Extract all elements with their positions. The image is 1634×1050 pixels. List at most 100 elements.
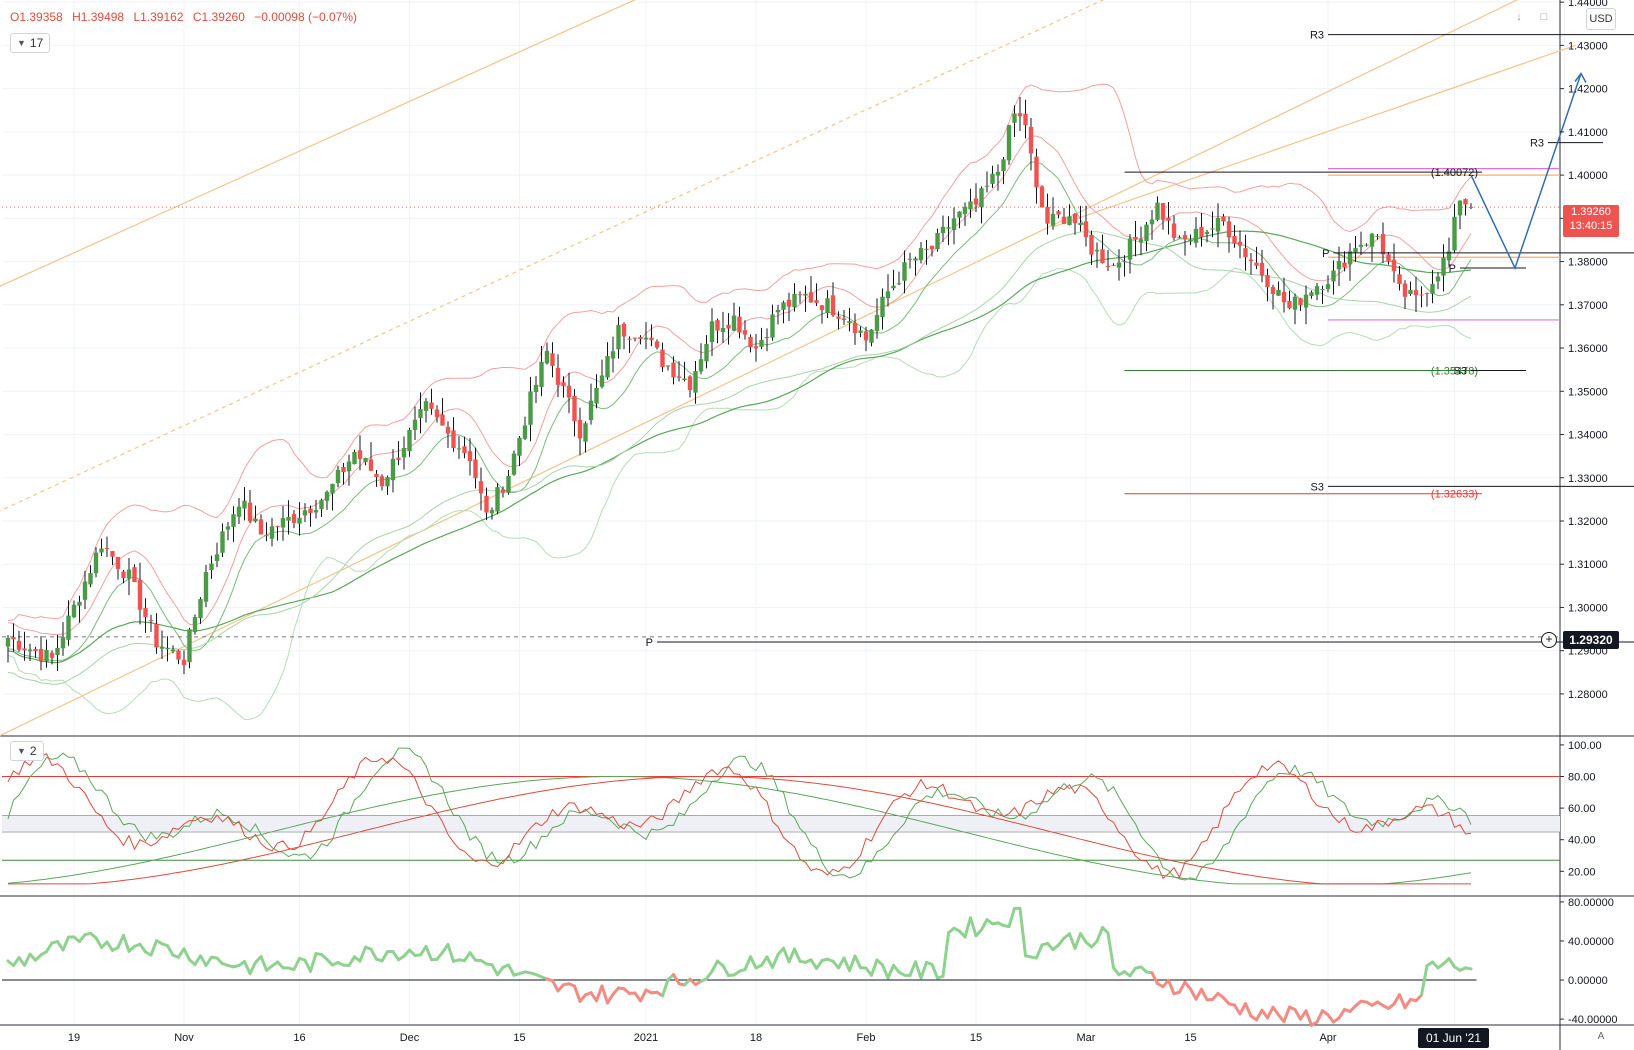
candle-body (467, 451, 473, 462)
candle-body (82, 581, 88, 600)
osc-segment (182, 947, 191, 962)
pivot-label: P (646, 637, 653, 649)
stoch-tick-label: 20.00 (1568, 866, 1596, 878)
osc-segment (1293, 1008, 1302, 1021)
candle-body (814, 300, 819, 303)
pane-badge-label: 17 (29, 36, 44, 50)
osc-segment (941, 931, 950, 978)
currency-button[interactable]: USD (1586, 8, 1616, 30)
price-tick-label: 1.28000 (1568, 689, 1608, 701)
osc-segment (122, 933, 131, 953)
pivot-label: S3 (1454, 366, 1467, 378)
candle-body (1364, 244, 1369, 246)
candle-body (1012, 113, 1017, 123)
osc-segment (1128, 966, 1137, 978)
close-value: C1.39260 (192, 10, 245, 24)
candle-body (242, 500, 247, 509)
candle-body (1408, 289, 1413, 294)
candle-body (858, 330, 863, 333)
candle-body (1210, 228, 1215, 230)
candle-body (154, 624, 159, 648)
high-value: H1.39498 (72, 10, 125, 24)
candle-body (379, 476, 385, 487)
time-axis[interactable]: 19Nov16Dec15202118Feb15Mar15Apr19 (68, 1032, 1461, 1044)
osc-segment (1095, 926, 1104, 943)
candle-body (1061, 216, 1067, 224)
osc-segment (842, 956, 851, 973)
candle-body (764, 337, 770, 339)
price-axis[interactable]: 1.440001.430001.420001.410001.400001.390… (1560, 0, 1618, 1026)
candle-body (1342, 262, 1347, 268)
candle-body (60, 637, 66, 649)
auto-scale-button[interactable]: A (1597, 1031, 1605, 1042)
candle-body (605, 356, 610, 378)
channel-upper (0, 0, 636, 287)
candle-body (1314, 286, 1320, 295)
candle-body (962, 206, 968, 214)
candle-body (451, 430, 456, 449)
candle-body (44, 650, 49, 662)
candle-body (1419, 294, 1424, 296)
osc-segment (1271, 1005, 1280, 1017)
candle-body (1133, 236, 1138, 240)
osc-segment (1447, 957, 1456, 969)
candle-body (533, 384, 539, 393)
candle-body (1171, 223, 1177, 238)
crosshair-price-label: 1.29320 (1563, 631, 1619, 649)
candle-body (253, 518, 258, 522)
fullscreen-icon[interactable]: □ (1540, 11, 1548, 23)
candle-body (484, 495, 489, 513)
osc-segment (1106, 931, 1115, 970)
candle-body (236, 506, 242, 517)
osc-segment (870, 958, 879, 977)
candle-body (572, 395, 577, 422)
candle-body (880, 296, 885, 318)
candle-body (687, 376, 693, 391)
candle-body (115, 556, 121, 569)
candle-body (693, 371, 698, 393)
pivot-label: P (1322, 248, 1329, 260)
add-alert-icon[interactable]: + (1541, 632, 1557, 648)
candle-body (1017, 113, 1023, 117)
candle-body (357, 450, 363, 459)
candle-body (1204, 231, 1210, 234)
price-tick-label: 1.32000 (1568, 516, 1608, 528)
oscillator-pane (2, 906, 1477, 1027)
osc-segment (507, 963, 516, 977)
candle-body (374, 473, 379, 478)
osc-segment (809, 958, 818, 970)
candle-body (456, 448, 462, 450)
candle-body (407, 429, 412, 452)
candle-body (247, 502, 253, 522)
candle-body (187, 629, 192, 663)
candle-body (891, 285, 896, 289)
time-tick-label: 19 (68, 1032, 80, 1044)
pane-collapse-button-stoch[interactable]: ▼ 2 (10, 741, 44, 761)
osc-segment (1007, 906, 1016, 929)
price-tick-label: 1.33000 (1568, 473, 1608, 485)
candle-body (863, 331, 869, 341)
pane-collapse-button-main[interactable]: ▼ 17 (10, 33, 51, 53)
candle-body (264, 534, 269, 536)
candle-body (1116, 262, 1122, 268)
price-tick-label: 1.30000 (1568, 602, 1608, 614)
osc-segment (765, 955, 774, 970)
chart-overlays (0, 0, 1576, 737)
candle-body (132, 567, 137, 583)
candle-body (726, 324, 731, 329)
candle-body (203, 572, 209, 602)
osc-segment (606, 992, 615, 1005)
candle-body (71, 604, 77, 618)
candle-body (1331, 270, 1336, 282)
time-tick-label: 18 (750, 1032, 762, 1044)
bollinger-lower (7, 267, 1472, 720)
time-tick-label: 15 (970, 1032, 982, 1044)
osc-segment (424, 944, 433, 962)
candle-body (621, 323, 627, 337)
candle-body (1468, 206, 1474, 208)
candle-body (1391, 259, 1397, 272)
arrow-down-icon[interactable]: ↓ (1516, 11, 1522, 23)
candle-body (176, 650, 181, 660)
